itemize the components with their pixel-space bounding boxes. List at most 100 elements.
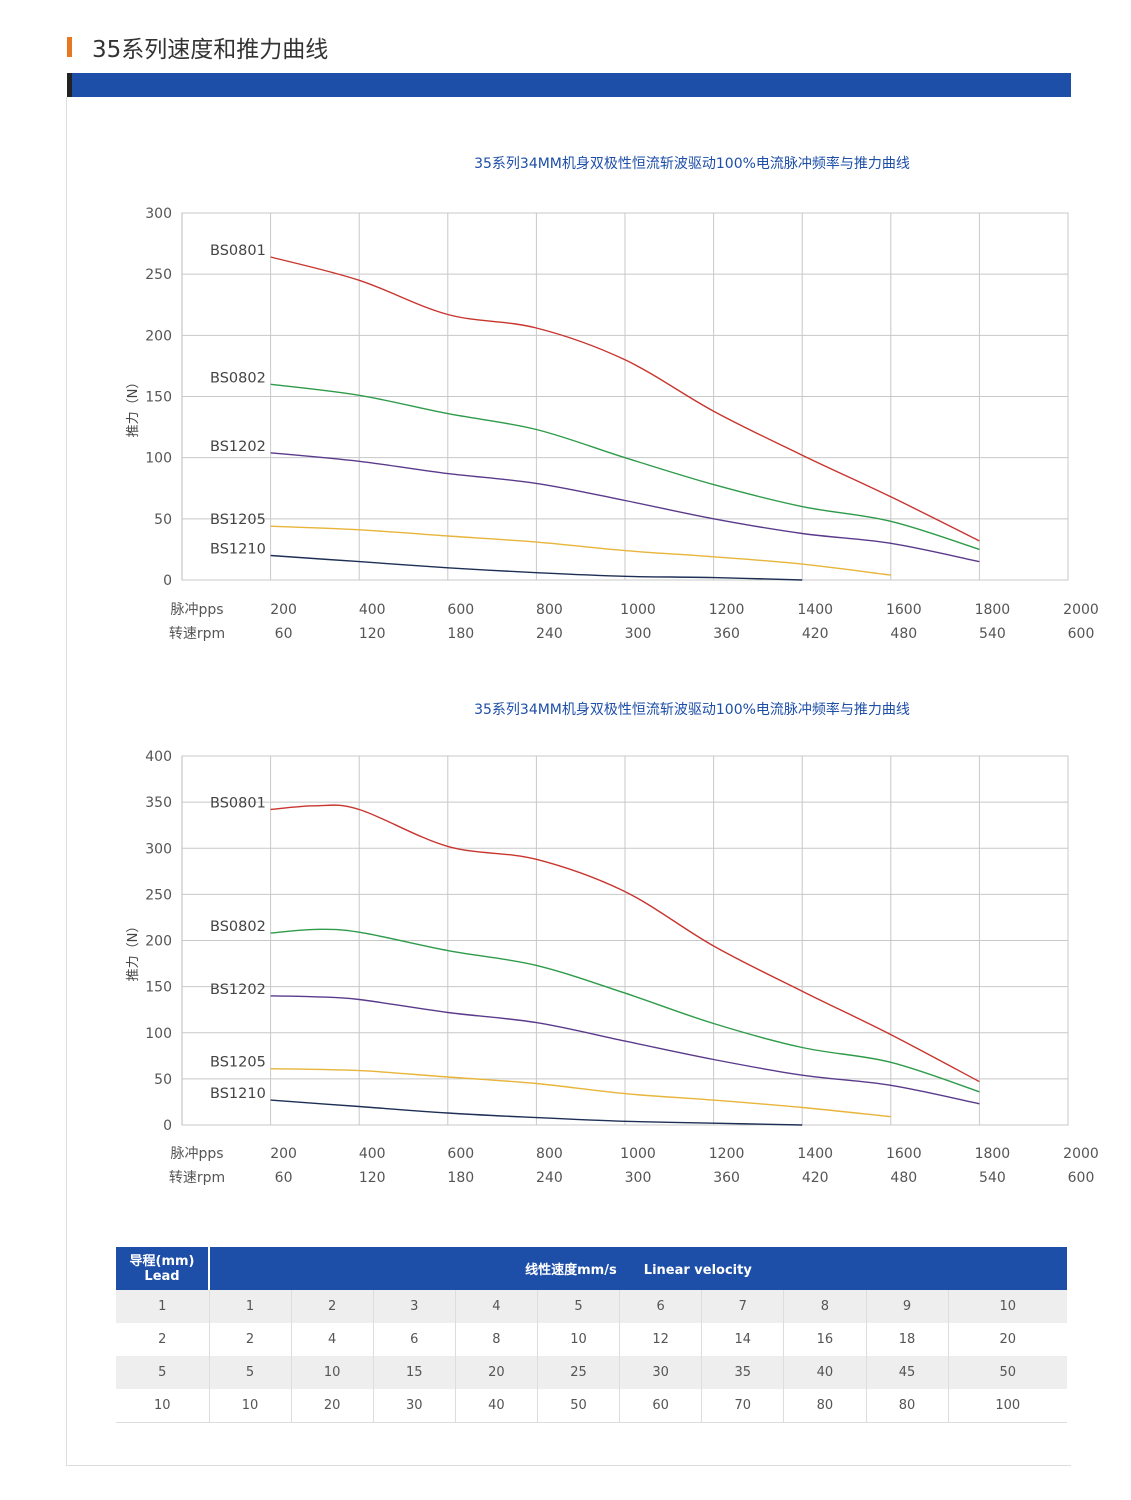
table-cell: 50 bbox=[948, 1356, 1067, 1389]
page-title: 35系列速度和推力曲线 bbox=[92, 37, 329, 63]
x-tick-label-pps: 200 bbox=[270, 602, 297, 618]
x-tick-label-rpm: 480 bbox=[890, 626, 917, 642]
table-cell: 20 bbox=[291, 1389, 374, 1423]
table-cell: 10 bbox=[291, 1356, 374, 1389]
table-cell: 30 bbox=[373, 1389, 456, 1423]
x-tick-label-pps: 1600 bbox=[886, 1146, 922, 1162]
x-axis-label-pps: 脉冲pps bbox=[170, 602, 223, 618]
series-line-bs0801 bbox=[270, 256, 980, 542]
x-tick-label-pps: 600 bbox=[447, 602, 474, 618]
series-line-bs1210 bbox=[270, 1099, 803, 1126]
table-cell: 3 bbox=[373, 1290, 456, 1323]
y-tick-label: 350 bbox=[145, 795, 172, 811]
table-cell: 6 bbox=[373, 1323, 456, 1356]
x-tick-label-pps: 1000 bbox=[620, 602, 656, 618]
table-row: 2 2 4 6 8 10 12 14 16 18 20 bbox=[116, 1323, 1067, 1356]
table-cell: 7 bbox=[701, 1290, 785, 1323]
lead-header-cn: 导程(mm) bbox=[129, 1253, 195, 1269]
x-axis-label-rpm: 转速rpm bbox=[169, 626, 225, 642]
x-tick-label-pps: 400 bbox=[359, 602, 386, 618]
x-tick-label-pps: 2000 bbox=[1063, 602, 1099, 618]
chart-title: 35系列34MM机身双极性恒流斩波驱动100%电流脉冲频率与推力曲线 bbox=[474, 155, 910, 172]
table-cell: 1 bbox=[116, 1290, 210, 1323]
table-cell: 12 bbox=[619, 1323, 703, 1356]
table-cell: 1 bbox=[209, 1290, 292, 1323]
x-tick-label-rpm: 120 bbox=[359, 626, 386, 642]
series-label-bs1205: BS1205 bbox=[210, 1055, 266, 1071]
y-axis-label: 推力（N） bbox=[126, 920, 141, 982]
x-tick-label-rpm: 300 bbox=[625, 626, 652, 642]
x-tick-label-pps: 1400 bbox=[797, 1146, 833, 1162]
x-tick-label-rpm: 540 bbox=[979, 626, 1006, 642]
series-label-bs1202: BS1202 bbox=[210, 982, 266, 998]
series-label-bs1210: BS1210 bbox=[210, 542, 266, 558]
x-tick-label-pps: 1800 bbox=[975, 1146, 1011, 1162]
series-label-bs0801: BS0801 bbox=[210, 243, 266, 259]
x-tick-label-rpm: 60 bbox=[275, 1170, 293, 1186]
y-tick-label: 150 bbox=[145, 980, 172, 996]
velocity-header: 线性速度mm/s Linear velocity bbox=[209, 1247, 1067, 1290]
table-cell: 16 bbox=[783, 1323, 867, 1356]
y-tick-label: 300 bbox=[145, 841, 172, 857]
table-cell: 30 bbox=[619, 1356, 703, 1389]
table-cell: 80 bbox=[866, 1389, 949, 1423]
x-tick-label-pps: 800 bbox=[536, 602, 563, 618]
x-tick-label-pps: 1200 bbox=[709, 1146, 745, 1162]
table-cell: 8 bbox=[783, 1290, 867, 1323]
series-line-bs0802 bbox=[270, 383, 980, 551]
table-cell: 20 bbox=[455, 1356, 539, 1389]
series-line-bs0802 bbox=[270, 928, 980, 1093]
x-tick-label-pps: 1600 bbox=[886, 602, 922, 618]
y-tick-label: 250 bbox=[145, 267, 172, 283]
header-bar-cap bbox=[67, 73, 72, 97]
series-label-bs1210: BS1210 bbox=[210, 1086, 266, 1102]
table-cell: 14 bbox=[701, 1323, 785, 1356]
x-tick-label-rpm: 360 bbox=[713, 1170, 740, 1186]
x-tick-label-pps: 1000 bbox=[620, 1146, 656, 1162]
chart-title: 35系列34MM机身双极性恒流斩波驱动100%电流脉冲频率与推力曲线 bbox=[474, 701, 910, 718]
table-cell: 5 bbox=[209, 1356, 292, 1389]
table-cell: 4 bbox=[291, 1323, 374, 1356]
table-row: 5 5 10 15 20 25 30 35 40 45 50 bbox=[116, 1356, 1067, 1389]
table-cell: 60 bbox=[619, 1389, 703, 1423]
x-tick-label-rpm: 420 bbox=[802, 1170, 829, 1186]
x-tick-label-pps: 600 bbox=[447, 1146, 474, 1162]
linear-velocity-table: 导程(mm) Lead 线性速度mm/s Linear velocity 1 1… bbox=[116, 1247, 1067, 1423]
x-tick-label-rpm: 60 bbox=[275, 626, 293, 642]
table-row: 1 1 2 3 4 5 6 7 8 9 10 bbox=[116, 1290, 1067, 1323]
y-tick-label: 200 bbox=[145, 328, 172, 344]
x-tick-label-rpm: 240 bbox=[536, 1170, 563, 1186]
header-blue-bar bbox=[67, 73, 1071, 97]
y-tick-label: 50 bbox=[154, 512, 172, 528]
x-tick-label-pps: 1200 bbox=[709, 602, 745, 618]
table-cell: 4 bbox=[455, 1290, 539, 1323]
series-line-bs1205 bbox=[270, 525, 891, 576]
frame-bottom-border bbox=[66, 1465, 1071, 1466]
x-tick-label-rpm: 480 bbox=[890, 1170, 917, 1186]
y-tick-label: 250 bbox=[145, 887, 172, 903]
table-cell: 8 bbox=[455, 1323, 539, 1356]
x-tick-label-rpm: 600 bbox=[1068, 1170, 1095, 1186]
table-cell: 18 bbox=[866, 1323, 949, 1356]
table-cell: 35 bbox=[701, 1356, 785, 1389]
x-axis-label-pps: 脉冲pps bbox=[170, 1146, 223, 1162]
table-cell: 15 bbox=[373, 1356, 456, 1389]
series-line-bs1210 bbox=[270, 554, 803, 581]
series-line-bs1202 bbox=[270, 452, 980, 563]
table-cell: 45 bbox=[866, 1356, 949, 1389]
series-label-bs0802: BS0802 bbox=[210, 370, 266, 386]
table-header-row: 导程(mm) Lead 线性速度mm/s Linear velocity bbox=[116, 1247, 1067, 1290]
y-tick-label: 400 bbox=[145, 749, 172, 765]
table-cell: 20 bbox=[948, 1323, 1067, 1356]
y-axis-label: 推力（N） bbox=[126, 376, 141, 438]
table-cell: 50 bbox=[537, 1389, 621, 1423]
y-tick-label: 150 bbox=[145, 390, 172, 406]
lead-header-en: Lead bbox=[144, 1268, 180, 1284]
x-tick-label-rpm: 240 bbox=[536, 626, 563, 642]
x-tick-label-rpm: 300 bbox=[625, 1170, 652, 1186]
title-accent-bar bbox=[67, 37, 72, 57]
table-cell: 2 bbox=[209, 1323, 292, 1356]
x-tick-label-pps: 1400 bbox=[797, 602, 833, 618]
x-tick-label-rpm: 420 bbox=[802, 626, 829, 642]
x-tick-label-rpm: 540 bbox=[979, 1170, 1006, 1186]
